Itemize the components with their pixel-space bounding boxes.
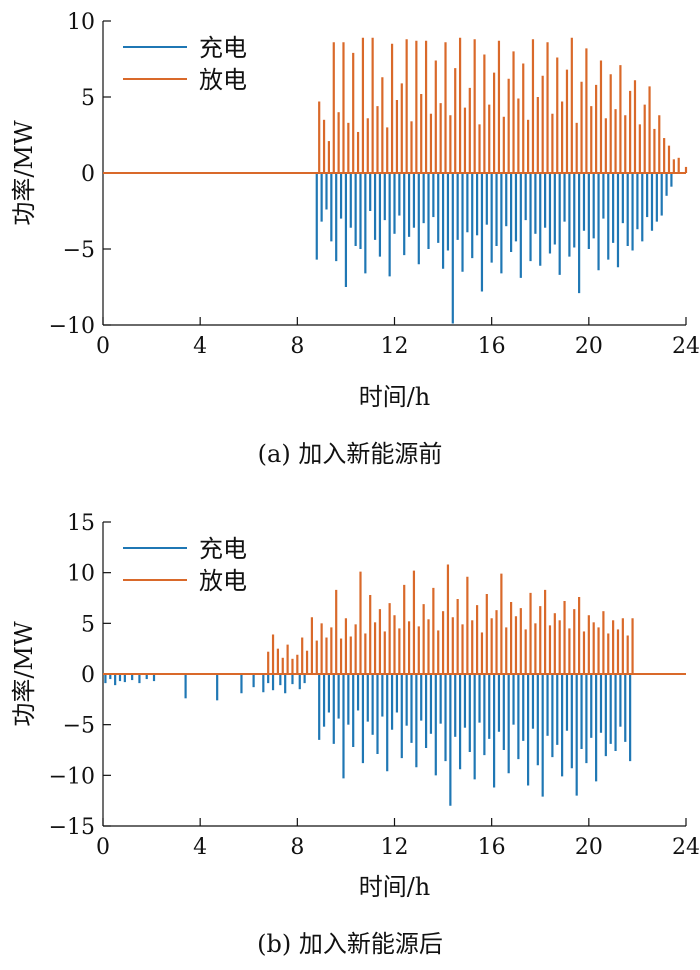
x-tick-label: 8 xyxy=(290,835,304,860)
x-tick-label: 20 xyxy=(575,835,603,860)
y-tick-label: 0 xyxy=(81,663,95,688)
series-group xyxy=(315,37,688,324)
x-tick-label: 0 xyxy=(96,334,110,359)
chart-b: 0 4 8 12 16 20 24 −15 −10 −5 0 5 10 15 充电放电时间/h 功率/MW (b… xyxy=(0,485,700,970)
series-group xyxy=(104,564,634,806)
legend-charge-label: 充电 xyxy=(199,34,247,62)
x-tick-label: 16 xyxy=(478,835,506,860)
y-tick-label: 15 xyxy=(67,511,95,536)
legend-charge-label: 充电 xyxy=(199,535,247,563)
x-axis-title: 时间/h xyxy=(359,383,431,411)
y-tick-label: −15 xyxy=(49,815,95,840)
legend-discharge-label: 放电 xyxy=(199,567,247,595)
x-tick-label: 20 xyxy=(575,334,603,359)
figure-caption: (a) 加入新能源前 xyxy=(258,440,443,468)
x-tick-label: 24 xyxy=(672,334,700,359)
y-tick-label: −5 xyxy=(63,714,95,739)
x-tick-label: 24 xyxy=(672,835,700,860)
x-tick-label: 4 xyxy=(193,334,207,359)
y-tick-label: 0 xyxy=(81,162,95,187)
y-tick-label: −10 xyxy=(49,764,95,789)
legend-discharge-label: 放电 xyxy=(199,66,247,94)
y-tick-label: −5 xyxy=(63,238,95,263)
y-tick-label: −10 xyxy=(49,314,95,339)
x-tick-label: 12 xyxy=(381,835,409,860)
y-tick-label: 5 xyxy=(81,86,95,111)
x-tick-label: 16 xyxy=(478,334,506,359)
chart-a: 0 4 8 12 16 20 24 −10 −5 0 5 10 充电放电时间/h 功率/MW (a) 加入新… xyxy=(10,10,700,468)
y-axis-title: 功率/MW xyxy=(10,120,38,226)
y-tick-label: 10 xyxy=(67,562,95,587)
figure-caption: (b) 加入新能源后 xyxy=(257,930,443,958)
x-tick-label: 0 xyxy=(96,835,110,860)
y-tick-label: 5 xyxy=(81,612,95,637)
x-tick-label: 12 xyxy=(381,334,409,359)
y-axis-title: 功率/MW xyxy=(10,621,38,727)
x-tick-label: 4 xyxy=(193,835,207,860)
x-axis-title: 时间/h xyxy=(359,873,431,901)
y-tick-label: 10 xyxy=(67,10,95,35)
x-tick-label: 8 xyxy=(290,334,304,359)
